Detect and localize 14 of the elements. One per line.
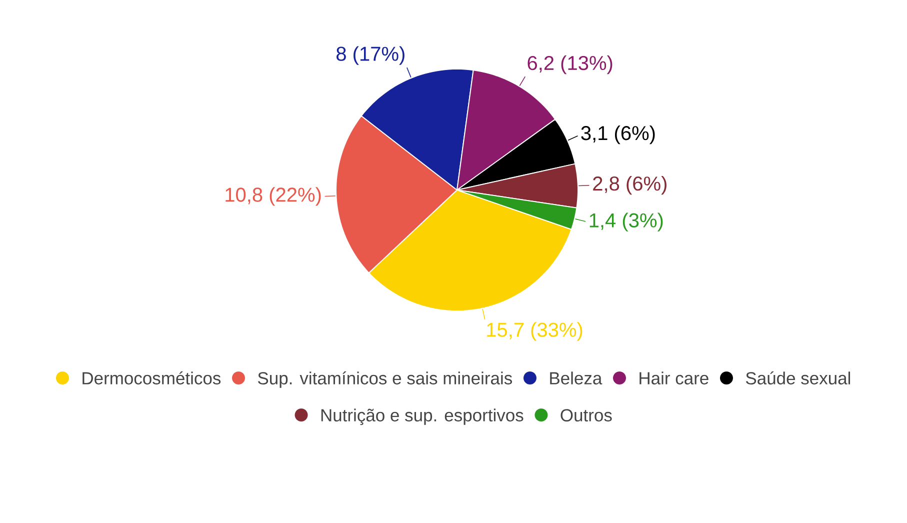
legend-label: Saúde sexual	[746, 371, 850, 384]
data-label: 2,8 (6%)	[593, 176, 666, 195]
legend-label: Dermocosméticos	[82, 371, 221, 384]
data-label: 10,8 (22%)	[226, 187, 321, 206]
legend-label: Outros	[560, 409, 612, 422]
data-label: 6,2 (13%)	[528, 55, 612, 74]
legend-label: Hair care	[640, 372, 708, 384]
legend-label: Sup. vitamínicos e sais mineirais	[258, 371, 512, 388]
data-label: 1,4 (3%)	[590, 212, 663, 232]
data-label: 3,1 (6%)	[581, 125, 655, 144]
data-label: 15,7 (33%)	[487, 322, 582, 341]
data-label: 8 (17%)	[336, 46, 404, 65]
legend-label: Beleza	[550, 372, 602, 384]
legend-label: Nutrição e sup. esportivos	[321, 408, 524, 425]
